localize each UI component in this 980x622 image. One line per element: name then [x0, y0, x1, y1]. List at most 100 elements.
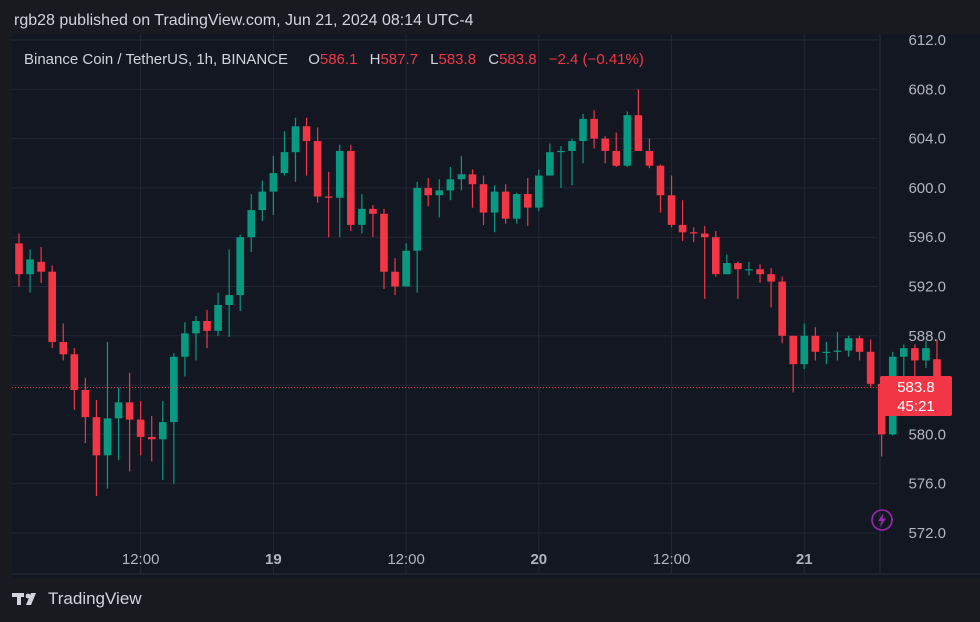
candle[interactable] [258, 180, 267, 222]
candle[interactable] [833, 332, 842, 361]
candle[interactable] [601, 136, 609, 164]
candle[interactable] [523, 178, 532, 227]
candle-body [601, 138, 609, 151]
lightning-icon[interactable] [870, 508, 894, 532]
candle[interactable] [424, 178, 433, 207]
candle[interactable] [579, 113, 587, 164]
candle[interactable] [158, 401, 167, 481]
candle[interactable] [335, 144, 344, 238]
candle-body [745, 269, 753, 271]
candle[interactable] [291, 117, 300, 182]
candle[interactable] [689, 227, 698, 243]
candle[interactable] [402, 243, 410, 287]
candle-body [291, 126, 300, 153]
candle[interactable] [490, 185, 499, 233]
candle[interactable] [59, 323, 68, 361]
candle[interactable] [358, 194, 366, 234]
candle[interactable] [446, 166, 455, 201]
candle[interactable] [203, 309, 211, 349]
candle[interactable] [811, 327, 820, 361]
candle[interactable] [114, 387, 123, 461]
candle[interactable] [512, 192, 521, 224]
candle[interactable] [634, 89, 643, 151]
candle[interactable] [26, 249, 34, 293]
candle[interactable] [369, 205, 377, 238]
candle[interactable] [225, 249, 233, 338]
candle[interactable] [37, 247, 45, 283]
candle[interactable] [557, 145, 565, 188]
candle[interactable] [380, 208, 388, 289]
candle[interactable] [247, 194, 256, 252]
symbol-name[interactable]: Binance Coin / TetherUS, 1h, BINANCE [24, 51, 289, 68]
tradingview-logo-icon[interactable] [12, 591, 42, 607]
candle[interactable] [313, 127, 322, 203]
change-value: −2.4 (−0.41%) [548, 51, 644, 68]
candle[interactable] [678, 200, 687, 241]
candle[interactable] [468, 169, 477, 208]
candle[interactable] [413, 181, 421, 293]
candle[interactable] [734, 261, 742, 299]
candle[interactable] [269, 155, 278, 216]
candle[interactable] [778, 276, 786, 344]
candle[interactable] [623, 111, 632, 167]
time-tick-label: 20 [530, 551, 547, 568]
candle[interactable] [800, 323, 809, 370]
candle[interactable] [15, 233, 23, 287]
candle[interactable] [700, 226, 709, 299]
candle[interactable] [789, 335, 797, 393]
candle[interactable] [48, 265, 56, 349]
candle[interactable] [590, 110, 598, 149]
candle[interactable] [214, 292, 222, 336]
candle[interactable] [767, 268, 775, 308]
candle[interactable] [711, 231, 720, 277]
candle[interactable] [568, 138, 576, 186]
candle-body [380, 213, 388, 272]
candle[interactable] [92, 399, 101, 497]
candle[interactable] [535, 169, 543, 212]
candle[interactable] [922, 340, 930, 368]
candle[interactable] [745, 261, 753, 276]
candle[interactable] [546, 143, 554, 176]
candle[interactable] [479, 175, 488, 225]
candle[interactable] [70, 348, 79, 410]
candle[interactable] [457, 155, 466, 191]
candle[interactable] [280, 131, 289, 176]
candle[interactable] [391, 258, 399, 296]
tradingview-brand[interactable]: TradingView [48, 589, 142, 608]
candle[interactable] [501, 184, 510, 224]
candle[interactable] [756, 264, 764, 283]
candle[interactable] [723, 254, 731, 275]
candle[interactable] [347, 144, 355, 232]
candle[interactable] [136, 401, 145, 456]
candle[interactable] [103, 341, 112, 489]
candle-body [911, 348, 919, 361]
candle[interactable] [855, 335, 864, 361]
candle-body [158, 422, 167, 440]
candle[interactable] [645, 138, 654, 169]
candle[interactable] [81, 377, 90, 444]
candle[interactable] [866, 339, 875, 388]
candle[interactable] [822, 341, 831, 365]
candle[interactable] [302, 117, 311, 176]
candle-body [822, 351, 831, 354]
candle[interactable] [844, 335, 853, 357]
candle[interactable] [181, 322, 189, 377]
candle[interactable] [435, 179, 444, 218]
candle[interactable] [192, 316, 200, 361]
candle[interactable] [667, 175, 676, 228]
candle-body [711, 237, 720, 275]
candle[interactable] [656, 164, 665, 213]
candle[interactable] [170, 353, 178, 484]
candle[interactable] [324, 171, 333, 238]
candle-body [645, 150, 654, 166]
price-tick-label: 600.0 [908, 180, 946, 197]
candle[interactable] [612, 132, 621, 167]
candle[interactable] [147, 415, 156, 462]
candle[interactable] [900, 344, 908, 379]
chart-pane[interactable] [12, 34, 980, 578]
candle-body [15, 243, 23, 275]
candle[interactable] [911, 344, 919, 377]
candle[interactable] [236, 234, 244, 312]
candle[interactable] [125, 372, 134, 472]
